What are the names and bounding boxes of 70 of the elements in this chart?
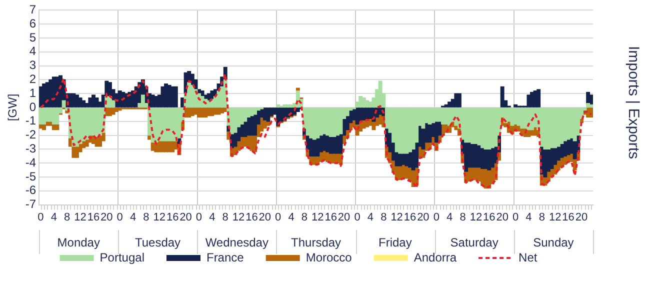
x-tick-label: 12 (74, 211, 86, 224)
legend-label: Portugal (100, 250, 144, 264)
x-tick-label: 20 (417, 211, 430, 224)
x-tick-label: 20 (338, 211, 350, 224)
y-axis-title: [GW] (6, 94, 20, 122)
x-tick-label: 16 (246, 211, 258, 224)
y-tick-label: 3 (29, 58, 36, 72)
x-tick-label: 8 (301, 211, 308, 224)
text: Tuesday (134, 235, 181, 250)
y-tick-label: -7 (25, 197, 36, 212)
x-tick-label: 8 (222, 211, 228, 224)
x-tick-label: 16 (166, 211, 179, 224)
y-tick-label: 2 (29, 72, 36, 86)
x-tick-label: 4 (288, 211, 294, 224)
x-tick-label: 4 (367, 211, 374, 224)
x-tick-label: 20 (180, 211, 192, 224)
text: Thursday (291, 235, 342, 250)
legend-label: Net (518, 250, 538, 264)
x-tick-label: 8 (538, 211, 545, 224)
x-tick-label: 12 (548, 211, 562, 224)
x-tick-label: 8 (64, 211, 70, 224)
y-tick-label: 6 (29, 16, 36, 30)
y-tick-label: 1 (29, 86, 36, 100)
x-tick-label: 20 (100, 211, 113, 224)
x-tick-label: 4 (50, 211, 57, 224)
text: Monday (57, 235, 100, 250)
x-tick-label: 12 (232, 211, 245, 224)
x-tick-label: 12 (312, 211, 324, 224)
x-tick-label: 16 (483, 211, 496, 224)
x-tick-label: 0 (512, 211, 519, 224)
y-tick-label: -1 (25, 114, 36, 128)
x-tick-label: 0 (196, 211, 202, 224)
x-tick-label: 8 (460, 211, 466, 224)
legend-label: Morocco (306, 250, 352, 264)
x-tick-label: 8 (143, 211, 150, 224)
y-tick-label: 5 (29, 30, 36, 44)
x-tick-label: 12 (390, 211, 403, 224)
x-tick-label: 16 (87, 211, 100, 224)
legend-label: France (206, 250, 244, 264)
x-tick-label: 4 (130, 211, 136, 224)
y-tick-label: -5 (25, 169, 36, 184)
y-tick-label: -6 (25, 183, 36, 198)
x-tick-label: 4 (446, 211, 453, 224)
x-tick-label: 8 (380, 211, 387, 224)
x-tick-label: 0 (433, 211, 440, 224)
x-tick-label: 20 (496, 211, 508, 224)
y-tick-label: -4 (25, 155, 36, 170)
x-tick-label: 0 (116, 211, 123, 224)
y2-axis-title: Imports | Exports (624, 46, 642, 160)
x-tick-label: 0 (354, 211, 360, 224)
y-tick-label: 4 (29, 44, 36, 58)
y-tick-label: -2 (25, 128, 36, 142)
x-tick-label: 20 (575, 211, 588, 224)
x-tick-label: 4 (526, 211, 532, 224)
y-tick-label: 0 (29, 100, 36, 114)
x-tick-label: 16 (324, 211, 337, 224)
x-tick-label: 12 (470, 211, 482, 224)
text: Friday (378, 235, 412, 250)
text: Wednesday (205, 235, 268, 250)
x-tick-label: 16 (562, 211, 574, 224)
x-tick-label: 20 (258, 211, 272, 224)
text: Sunday (533, 235, 574, 250)
x-tick-label: 16 (404, 211, 416, 224)
y-tick-label: 7 (29, 2, 36, 17)
x-tick-label: 12 (153, 211, 166, 224)
y-tick-label: -3 (25, 142, 36, 156)
x-tick-label: 4 (209, 211, 216, 224)
x-tick-label: 0 (275, 211, 282, 224)
text: Saturday (450, 235, 498, 250)
legend-label: Andorra (414, 250, 457, 264)
